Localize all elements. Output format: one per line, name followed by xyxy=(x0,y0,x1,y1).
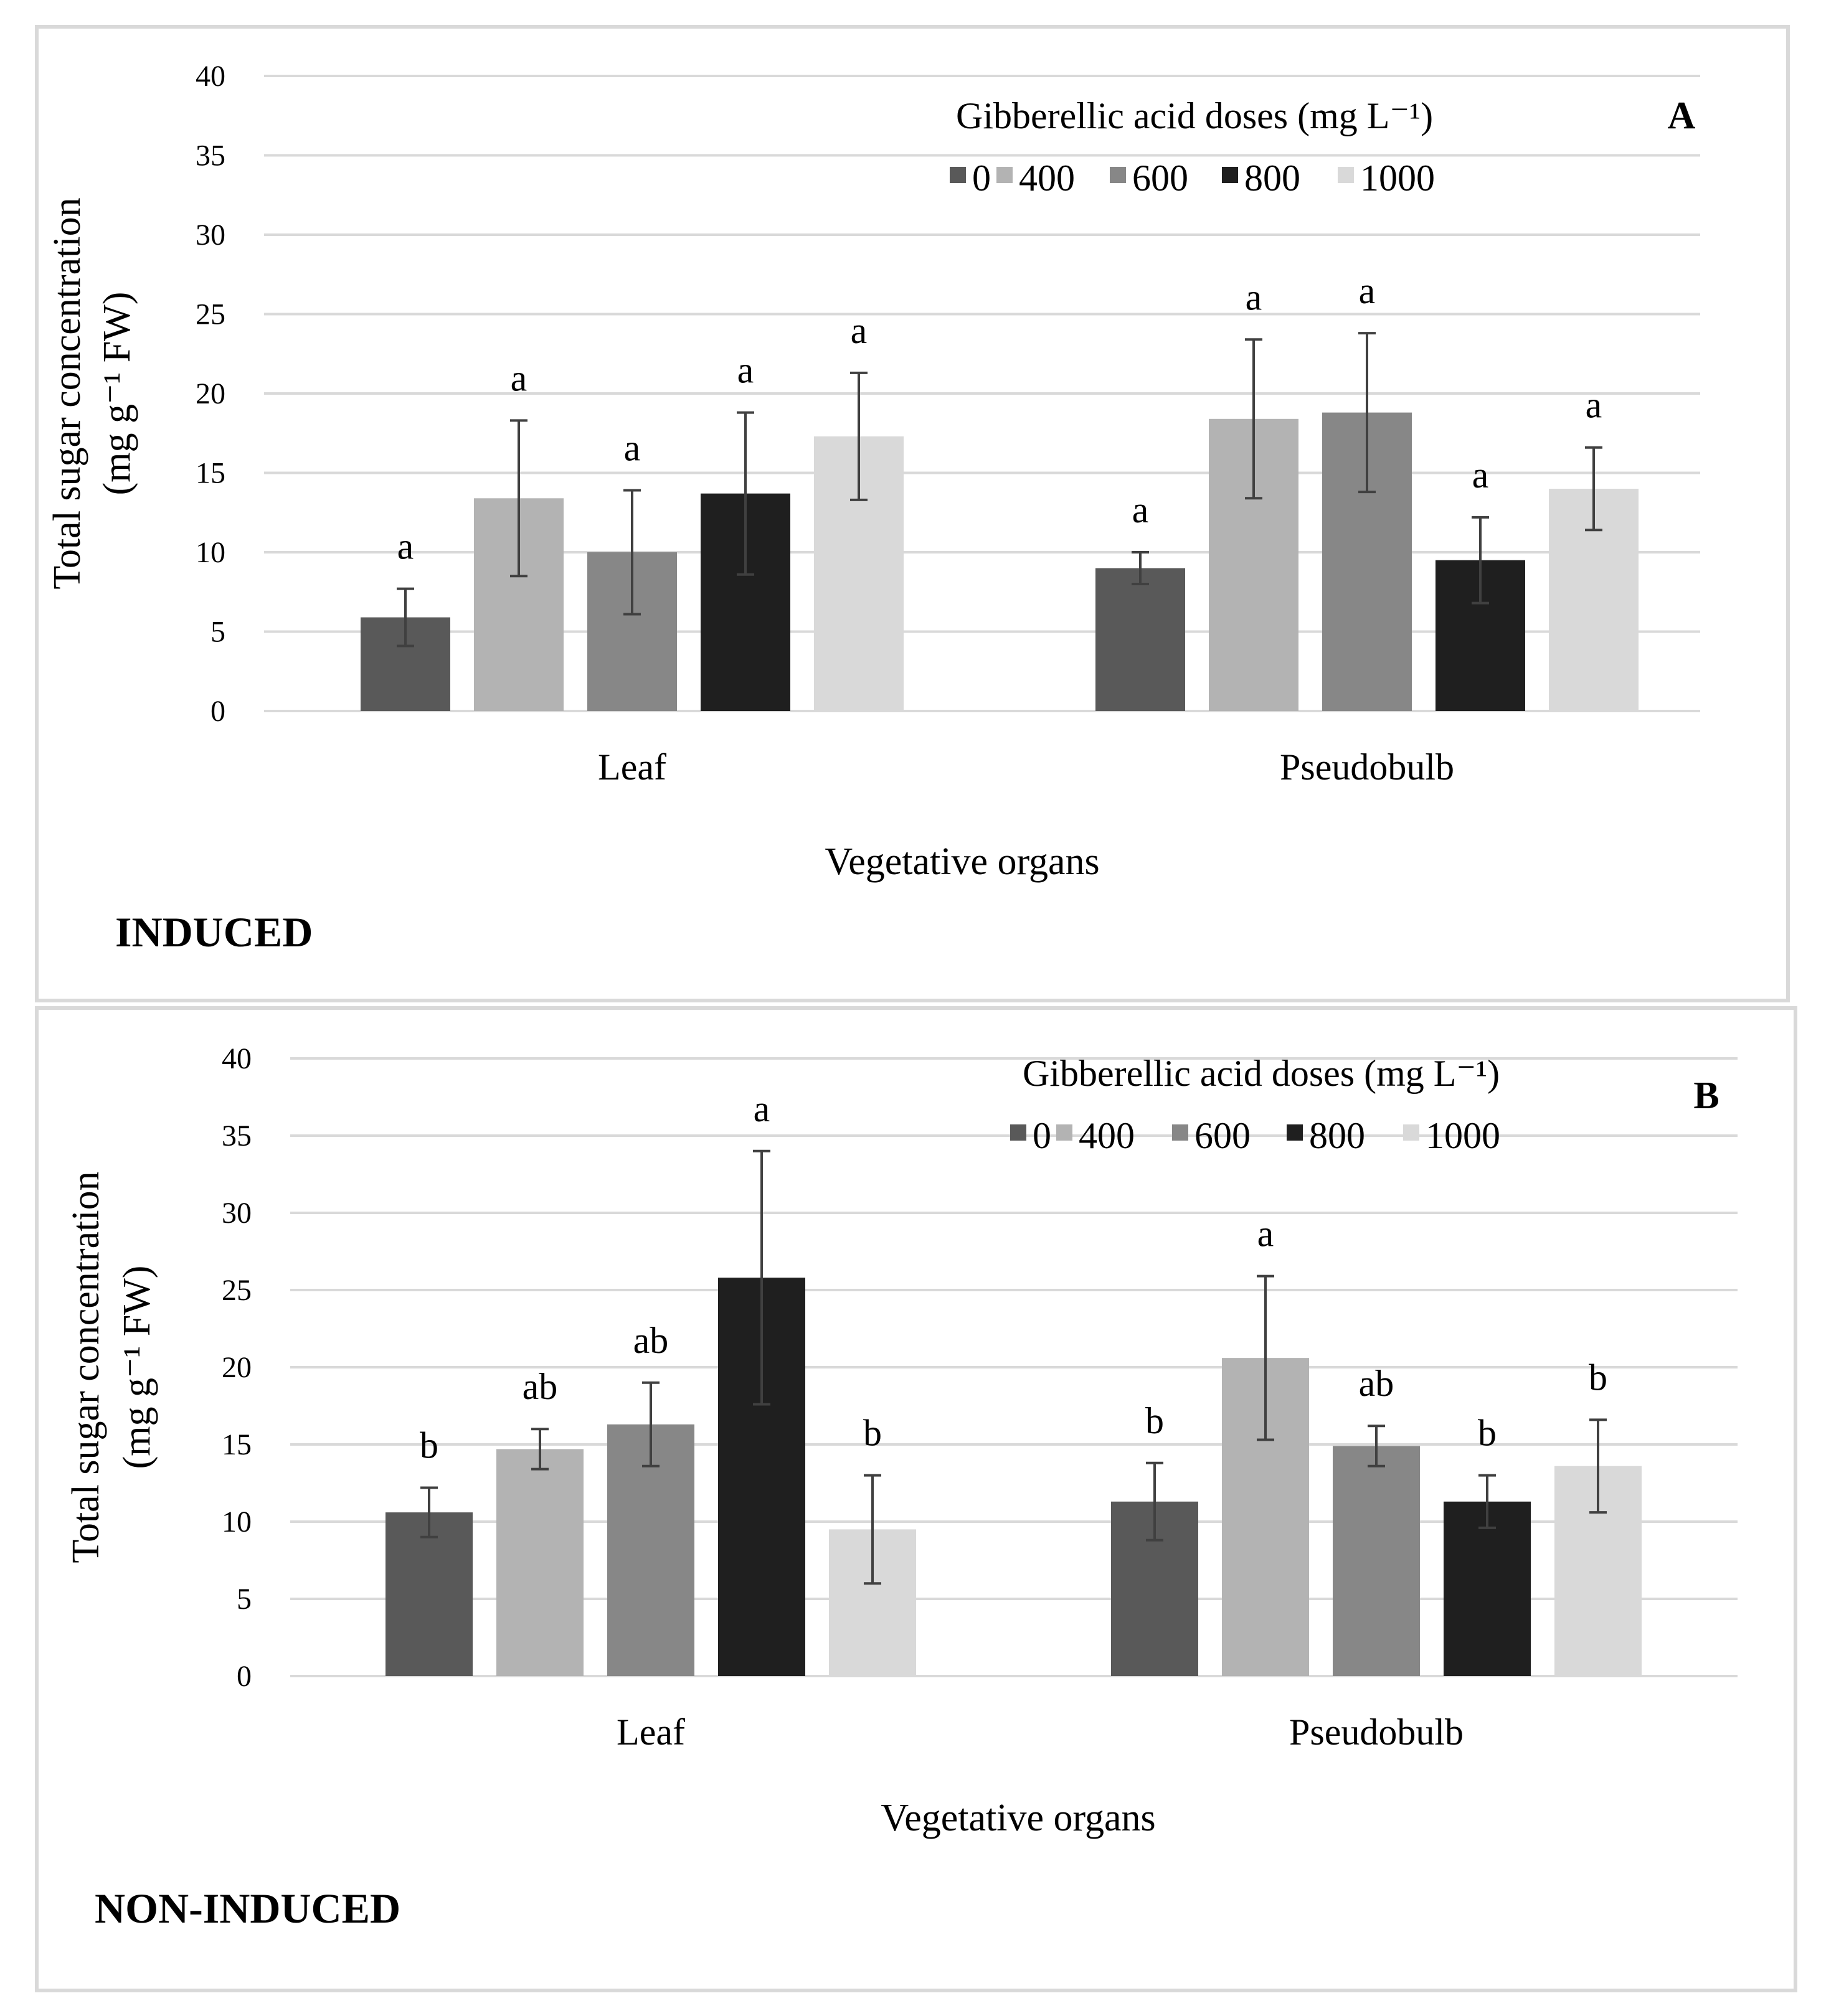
significance-letter: b xyxy=(1589,1357,1607,1398)
y-tick-label: 40 xyxy=(196,60,225,93)
chart-a: 0 5 10 15 20 25 30 35 40 a a a a a Leaf a a a a a Pseudobulb… xyxy=(46,60,1700,956)
y-axis-title-units: (mg g⁻¹ FW) xyxy=(116,1266,158,1469)
y-tick-label: 30 xyxy=(196,219,225,252)
legend-swatch xyxy=(1338,167,1354,183)
legend-title: Gibberellic acid doses (mg L⁻¹) xyxy=(1023,1053,1500,1094)
legend-label: 400 xyxy=(1079,1115,1135,1156)
significance-letter: a xyxy=(1257,1213,1274,1255)
x-axis-title: Vegetative organs xyxy=(881,1797,1155,1839)
y-tick-label: 25 xyxy=(222,1274,252,1307)
legend-swatch xyxy=(950,167,966,183)
legend-swatch xyxy=(1403,1124,1419,1141)
y-axis-title: Total sugar concentration xyxy=(65,1171,107,1563)
legend-swatch xyxy=(996,167,1013,183)
legend-swatch xyxy=(1172,1124,1188,1141)
significance-letter: b xyxy=(863,1413,882,1454)
legend-label: 800 xyxy=(1309,1115,1365,1156)
bar-a-pseudobulb-0 xyxy=(1095,568,1185,711)
significance-letter: ab xyxy=(523,1366,558,1407)
legend-label: 1000 xyxy=(1426,1115,1500,1156)
significance-letter: b xyxy=(1145,1400,1164,1441)
legend-label: 600 xyxy=(1194,1115,1251,1156)
x-category-label-pseudobulb: Pseudobulb xyxy=(1289,1712,1464,1753)
legend-label: 400 xyxy=(1019,158,1075,199)
y-tick-label: 15 xyxy=(222,1428,252,1461)
bar-b-pseudobulb-800 xyxy=(1444,1501,1531,1676)
legend-label: 0 xyxy=(1033,1115,1051,1156)
bar-b-leaf-400 xyxy=(496,1449,584,1676)
condition-label: NON-INDUCED xyxy=(95,1885,400,1932)
bar-b-leaf-0 xyxy=(385,1512,473,1676)
x-category-label-pseudobulb: Pseudobulb xyxy=(1280,747,1454,788)
y-tick-label: 20 xyxy=(196,377,225,410)
y-tick-label: 30 xyxy=(222,1197,252,1230)
chart-panel-a xyxy=(35,25,1790,1002)
significance-letter: ab xyxy=(1359,1363,1394,1404)
bar-b-pseudobulb-600 xyxy=(1333,1446,1420,1676)
chart-b: 0510152025303540babababLeafbaabbbPseudob… xyxy=(65,1042,1738,1932)
y-tick-label: 25 xyxy=(196,298,225,331)
y-tick-label: 0 xyxy=(237,1660,252,1693)
legend-swatch xyxy=(1110,167,1126,183)
y-axis-title: Total sugar concentration xyxy=(46,197,88,589)
y-tick-label: 15 xyxy=(196,457,225,490)
panel-letter: A xyxy=(1668,95,1696,137)
significance-letter: a xyxy=(1246,276,1262,318)
significance-letter: ab xyxy=(633,1320,669,1361)
significance-letter: a xyxy=(624,428,641,469)
x-category-label-leaf: Leaf xyxy=(598,747,666,788)
significance-letter: a xyxy=(851,310,868,351)
significance-letter: a xyxy=(1472,455,1489,496)
condition-label: INDUCED xyxy=(115,908,313,956)
significance-letter: a xyxy=(1359,270,1376,311)
legend-label: 600 xyxy=(1132,158,1188,199)
significance-letter: a xyxy=(397,526,414,567)
significance-letter: a xyxy=(511,357,527,398)
y-tick-label: 10 xyxy=(222,1505,252,1538)
y-tick-label: 5 xyxy=(237,1583,252,1616)
y-tick-label: 0 xyxy=(210,695,225,728)
y-tick-label: 35 xyxy=(222,1119,252,1152)
legend-swatch xyxy=(1056,1124,1072,1141)
legend-label: 800 xyxy=(1244,158,1300,199)
y-tick-label: 40 xyxy=(222,1042,252,1075)
significance-letter: b xyxy=(1478,1413,1497,1454)
x-axis-title: Vegetative organs xyxy=(825,841,1099,883)
y-tick-label: 10 xyxy=(196,536,225,569)
chart-panel-b xyxy=(35,1006,1797,1992)
x-category-label-leaf: Leaf xyxy=(617,1712,685,1753)
y-axis-title-units: (mg g⁻¹ FW) xyxy=(96,292,138,496)
y-tick-label: 35 xyxy=(196,139,225,172)
significance-letter: a xyxy=(754,1088,770,1129)
significance-letter: a xyxy=(1132,489,1149,530)
legend-swatch xyxy=(1010,1124,1026,1141)
significance-letter: a xyxy=(1586,385,1602,426)
legend-label: 1000 xyxy=(1360,158,1435,199)
significance-letter: a xyxy=(737,350,754,391)
legend-label: 0 xyxy=(972,158,991,199)
legend-swatch xyxy=(1287,1124,1303,1141)
y-tick-label: 20 xyxy=(222,1351,252,1384)
significance-letter: b xyxy=(420,1425,438,1466)
legend-swatch xyxy=(1222,167,1238,183)
y-tick-label: 5 xyxy=(210,616,225,649)
legend-title: Gibberellic acid doses (mg L⁻¹) xyxy=(956,95,1433,136)
panel-letter: B xyxy=(1693,1075,1719,1117)
